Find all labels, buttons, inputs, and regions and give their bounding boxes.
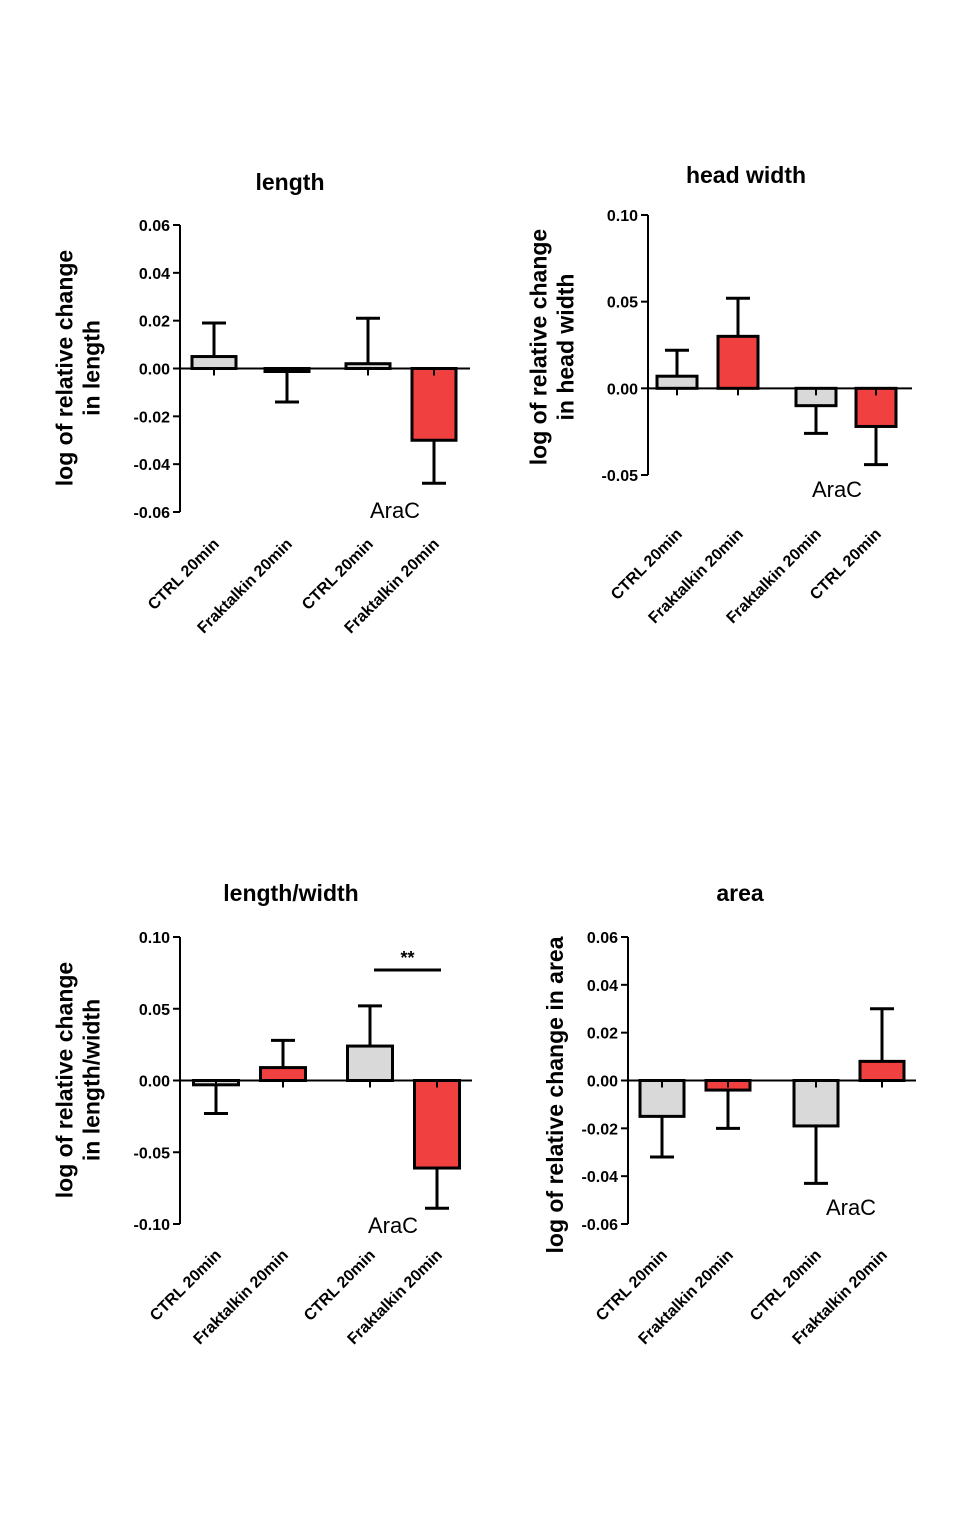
- y-tick-label: -0.06: [134, 505, 171, 522]
- chart-panel-1: length log of relative change in length 0.0…: [52, 169, 470, 637]
- y-tick-label: 0.10: [607, 208, 638, 225]
- bar: [190, 355, 238, 370]
- annotation-label: AraC: [368, 1213, 418, 1238]
- y-tick-label: 0.02: [587, 1026, 618, 1043]
- y-tick-label: 0.00: [587, 1074, 618, 1091]
- chart-panel-3: length/width log of relative change in len…: [52, 880, 472, 1348]
- y-tick-label: 0.05: [607, 295, 638, 312]
- bar: [346, 1044, 394, 1083]
- y-tick-label: -0.04: [582, 1169, 619, 1186]
- y-axis-label: log of relative change: [52, 962, 78, 1198]
- bar: [858, 1059, 906, 1083]
- chart-title: head width: [686, 162, 806, 188]
- chart-title: area: [716, 880, 764, 906]
- y-tick-label: 0.00: [139, 362, 170, 379]
- y-tick-label: 0.00: [607, 381, 638, 398]
- chart-title: length: [256, 169, 325, 195]
- y-tick-label: -0.05: [602, 468, 639, 485]
- y-tick-label: -0.02: [134, 409, 171, 426]
- y-tick-label: 0.04: [139, 266, 170, 283]
- bar: [413, 1079, 461, 1170]
- bar: [655, 374, 699, 390]
- y-axis-label: log of relative change: [526, 229, 552, 465]
- category-label: CTRL 20min: [145, 536, 223, 614]
- y-tick-label: 0.05: [139, 1002, 170, 1019]
- y-tick-label: 0.10: [139, 930, 170, 947]
- y-axis-label: in head width: [553, 274, 579, 421]
- y-axis-label: in length: [79, 320, 105, 416]
- y-tick-label: 0.04: [587, 978, 618, 995]
- chart-title: length/width: [223, 880, 358, 906]
- y-tick-label: -0.02: [582, 1121, 619, 1138]
- bar: [410, 367, 458, 442]
- y-tick-label: -0.10: [134, 1217, 171, 1234]
- y-tick-label: 0.00: [139, 1074, 170, 1091]
- bar: [716, 334, 760, 390]
- chart-panel-4: area log of relative change in area 0.06 0.…: [542, 880, 916, 1348]
- annotation-label: AraC: [826, 1195, 876, 1220]
- y-tick-label: -0.04: [134, 457, 171, 474]
- y-axis-label: log of relative change: [52, 250, 78, 486]
- bar: [259, 1066, 307, 1082]
- y-tick-label: -0.06: [582, 1217, 619, 1234]
- y-tick-label: 0.06: [587, 930, 618, 947]
- significance-label: **: [400, 948, 414, 968]
- y-axis-label: in length/width: [79, 999, 105, 1161]
- y-tick-label: 0.02: [139, 314, 170, 331]
- annotation-label: AraC: [370, 498, 420, 523]
- y-axis-label: log of relative change in area: [542, 936, 568, 1253]
- y-tick-label: -0.05: [134, 1145, 171, 1162]
- bar: [638, 1079, 686, 1118]
- chart-panel-2: head width log of relative change in head …: [526, 162, 912, 627]
- y-tick-label: 0.06: [139, 218, 170, 235]
- annotation-label: AraC: [812, 477, 862, 502]
